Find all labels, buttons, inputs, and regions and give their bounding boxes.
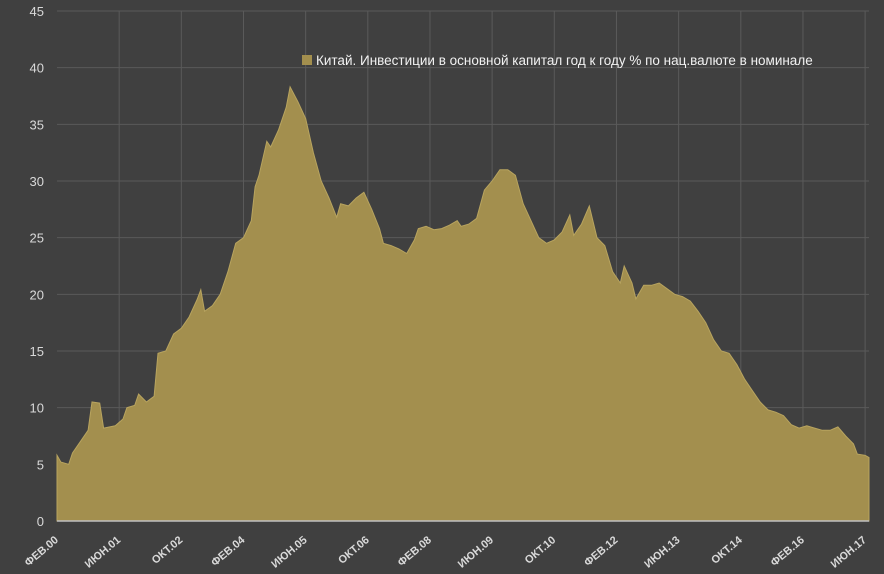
y-tick-label: 20 — [30, 287, 44, 302]
y-tick-label: 25 — [30, 231, 44, 246]
y-tick-label: 40 — [30, 61, 44, 76]
y-tick-label: 15 — [30, 344, 44, 359]
y-tick-label: 35 — [30, 117, 44, 132]
y-tick-label: 10 — [30, 401, 44, 416]
legend: Китай. Инвестиции в основной капитал год… — [302, 53, 813, 68]
y-tick-label: 45 — [30, 4, 44, 19]
y-tick-label: 5 — [37, 457, 44, 472]
y-tick-label: 30 — [30, 174, 44, 189]
series-area-layer — [56, 85, 870, 522]
legend-swatch — [302, 55, 312, 65]
y-axis-ticks: 0 5 10 15 20 25 30 35 40 45 — [30, 4, 44, 529]
y-tick-label: 0 — [37, 514, 44, 529]
legend-label: Китай. Инвестиции в основной капитал год… — [316, 53, 813, 68]
series-area — [56, 85, 870, 522]
